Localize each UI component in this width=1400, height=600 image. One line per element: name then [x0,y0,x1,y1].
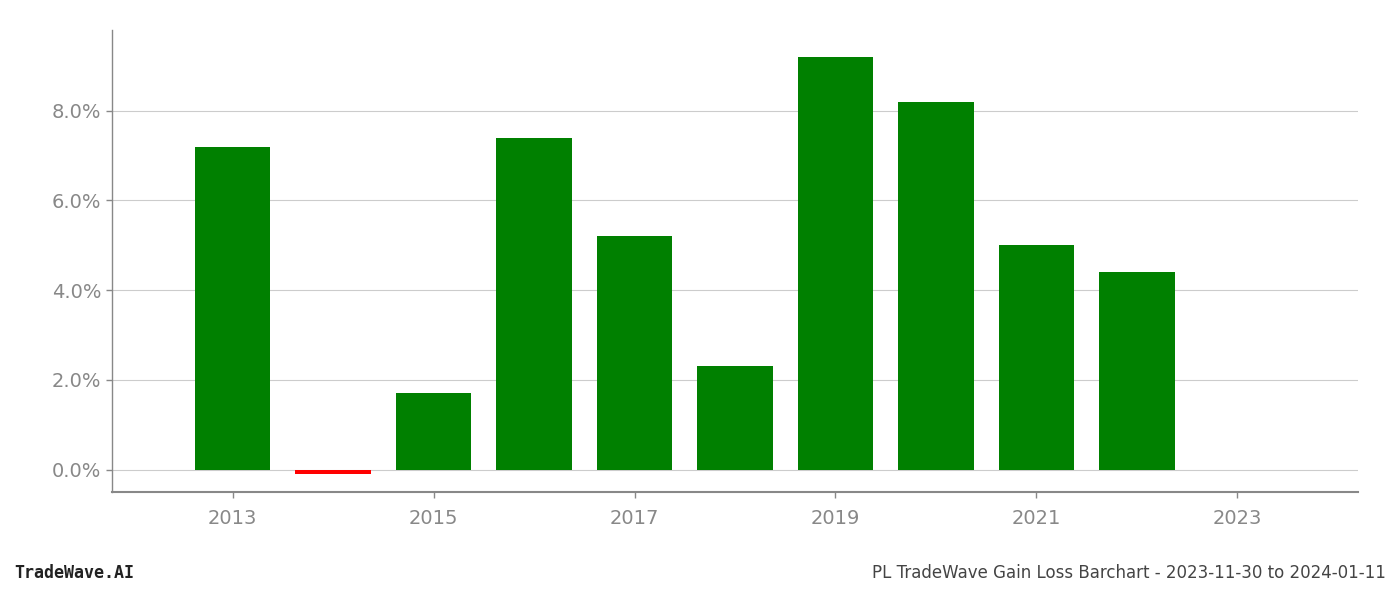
Bar [396,394,472,470]
Bar [497,137,571,470]
Text: TradeWave.AI: TradeWave.AI [14,564,134,582]
Text: PL TradeWave Gain Loss Barchart - 2023-11-30 to 2024-01-11: PL TradeWave Gain Loss Barchart - 2023-1… [872,564,1386,582]
Bar [998,245,1074,470]
Bar [1099,272,1175,470]
Bar [195,146,270,470]
Bar [798,57,874,470]
Bar [899,102,973,470]
Bar [697,367,773,470]
Bar [295,470,371,474]
Bar [596,236,672,470]
